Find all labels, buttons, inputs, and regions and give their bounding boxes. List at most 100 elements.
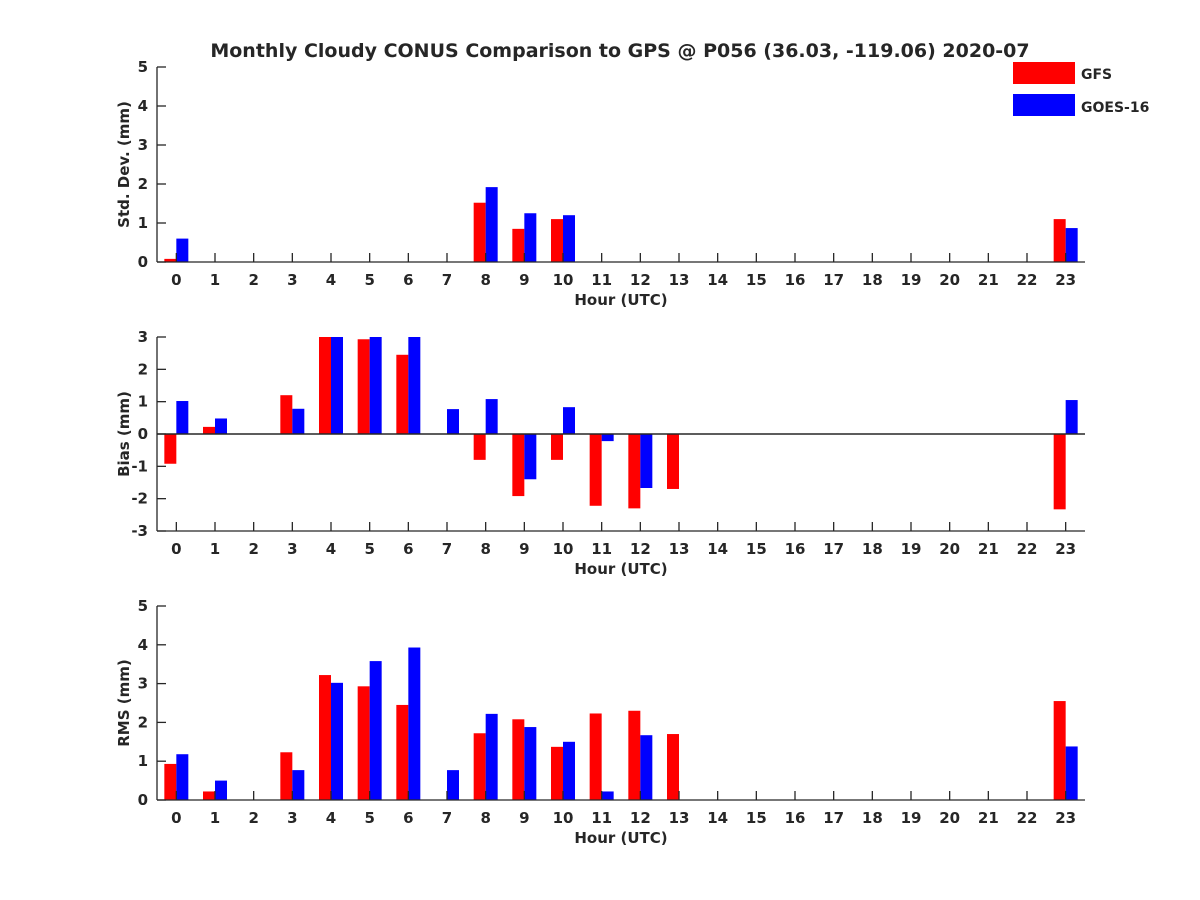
x-tick-label: 4 [326,809,336,827]
x-tick-label: 16 [785,271,806,289]
x-tick-label: 12 [630,540,651,558]
x-tick-label: 4 [326,271,336,289]
x-tick-label: 19 [901,809,922,827]
x-tick-label: 15 [746,271,767,289]
x-tick-label: 20 [939,809,960,827]
bar-goes16-hour-0 [176,754,189,800]
x-tick-label: 8 [480,540,490,558]
bar-goes16-hour-3 [292,770,305,800]
x-tick-label: 0 [171,271,181,289]
x-tick-label: 11 [591,540,612,558]
bar-goes16-hour-9 [524,727,537,800]
y-tick-label: -3 [131,522,148,540]
y-tick-label: 5 [138,58,148,76]
x-tick-label: 17 [823,809,844,827]
x-tick-label: 17 [823,540,844,558]
x-tick-label: 7 [442,271,452,289]
bar-goes16-hour-9 [524,213,537,262]
legend-label-gfs: GFS [1081,67,1112,83]
x-tick-label: 19 [901,271,922,289]
x-tick-label: 0 [171,540,181,558]
bar-goes16-hour-12 [640,735,653,800]
y-tick-label: 0 [138,253,148,271]
bar-gfs-hour-23 [1053,434,1066,510]
x-tick-label: 18 [862,540,883,558]
bar-goes16-hour-23 [1065,746,1078,800]
bar-goes16-hour-7 [447,770,459,800]
bar-goes16-hour-10 [563,215,575,262]
y-axis-label: RMS (mm) [115,659,133,746]
x-tick-label: 12 [630,271,651,289]
bar-gfs-hour-11 [589,713,602,800]
x-tick-label: 3 [287,809,297,827]
bar-gfs-hour-10 [551,434,563,460]
x-tick-label: 7 [442,540,452,558]
legend: GFS GOES-16 [1013,62,1149,116]
x-tick-label: 1 [210,809,220,827]
bar-gfs-hour-3 [280,395,293,434]
legend-label-goes16: GOES-16 [1081,100,1149,116]
x-tick-label: 9 [519,540,529,558]
y-tick-label: 2 [138,360,148,378]
bar-goes16-hour-4 [331,682,343,800]
bar-goes16-hour-11 [601,434,614,442]
bar-goes16-hour-0 [176,238,189,262]
bar-gfs-hour-5 [357,339,370,434]
x-tick-label: 21 [978,540,999,558]
x-tick-label: 18 [862,809,883,827]
x-tick-label: 13 [669,809,690,827]
x-tick-label: 22 [1017,540,1038,558]
x-tick-label: 14 [707,809,728,827]
x-tick-label: 13 [669,271,690,289]
y-tick-label: 3 [138,675,148,693]
y-tick-label: 3 [138,136,148,154]
bar-gfs-hour-1 [203,791,215,800]
legend-swatch-gfs [1013,62,1075,84]
x-tick-label: 16 [785,540,806,558]
bar-gfs-hour-5 [357,686,370,800]
bar-goes16-hour-1 [215,780,227,800]
y-tick-label: -1 [131,457,148,475]
bar-goes16-hour-23 [1065,228,1078,262]
x-tick-label: 20 [939,540,960,558]
x-tick-label: 2 [248,271,258,289]
bar-gfs-hour-8 [473,733,486,800]
bar-gfs-hour-8 [473,434,486,460]
x-tick-label: 16 [785,809,806,827]
y-axis-label: Bias (mm) [115,391,133,477]
bar-goes16-hour-6 [408,337,421,434]
x-tick-label: 11 [591,271,612,289]
bar-gfs-hour-4 [319,675,331,800]
bar-gfs-hour-0 [164,763,177,800]
bar-goes16-hour-5 [369,337,382,434]
x-tick-label: 3 [287,540,297,558]
y-tick-label: 2 [138,175,148,193]
x-tick-label: 3 [287,271,297,289]
x-tick-label: 23 [1055,271,1076,289]
x-tick-label: 0 [171,809,181,827]
y-tick-label: 1 [138,752,148,770]
x-tick-label: 1 [210,271,220,289]
x-tick-label: 2 [248,540,258,558]
bar-gfs-hour-12 [628,710,641,800]
bar-gfs-hour-10 [551,219,563,262]
x-tick-label: 5 [364,540,374,558]
x-tick-label: 20 [939,271,960,289]
bar-gfs-hour-3 [280,752,293,800]
bar-goes16-hour-3 [292,408,305,434]
bar-goes16-hour-8 [485,399,498,434]
bar-gfs-hour-9 [512,434,525,497]
x-tick-label: 21 [978,809,999,827]
x-axis-label: Hour (UTC) [574,829,667,847]
bar-goes16-hour-10 [563,407,575,434]
x-tick-label: 15 [746,809,767,827]
bar-gfs-hour-8 [473,202,486,262]
x-tick-label: 22 [1017,271,1038,289]
x-axis-label: Hour (UTC) [574,291,667,309]
x-tick-label: 5 [364,809,374,827]
bar-gfs-hour-12 [628,434,641,509]
y-tick-label: 4 [138,97,148,115]
y-tick-label: 3 [138,328,148,346]
